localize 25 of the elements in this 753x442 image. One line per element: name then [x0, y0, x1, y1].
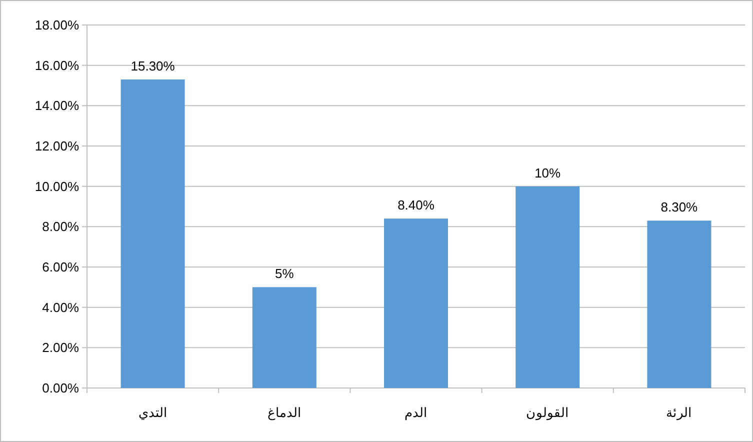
y-tick-label: 14.00% — [34, 98, 80, 114]
y-tick-label: 12.00% — [34, 138, 80, 154]
x-tick-label: الرئة — [666, 405, 692, 421]
x-tick-label: الدم — [404, 405, 428, 421]
bar — [252, 287, 316, 388]
bar — [120, 79, 185, 388]
data-label: 5% — [275, 266, 294, 282]
bar — [384, 218, 448, 388]
data-label: 15.30% — [130, 58, 176, 74]
bar — [516, 186, 580, 388]
data-label: 8.30% — [660, 200, 698, 215]
data-label: 8.40% — [398, 198, 435, 213]
y-tick-label: 2.00% — [42, 340, 80, 356]
y-tick-label: 16.00% — [34, 58, 80, 73]
x-tick-label: القولون — [526, 405, 570, 421]
x-tick-label: التدي — [138, 405, 168, 420]
bar — [647, 220, 712, 388]
y-tick-label: 18.00% — [34, 18, 80, 32]
y-tick-label: 0.00% — [42, 380, 80, 396]
x-tick-label: الدماغ — [267, 405, 302, 421]
y-tick-label: 6.00% — [42, 260, 80, 274]
data-label: 10% — [534, 165, 562, 180]
y-tick-label: 8.00% — [42, 219, 80, 234]
y-tick-label: 10.00% — [34, 178, 80, 194]
y-tick-label: 4.00% — [42, 300, 80, 315]
